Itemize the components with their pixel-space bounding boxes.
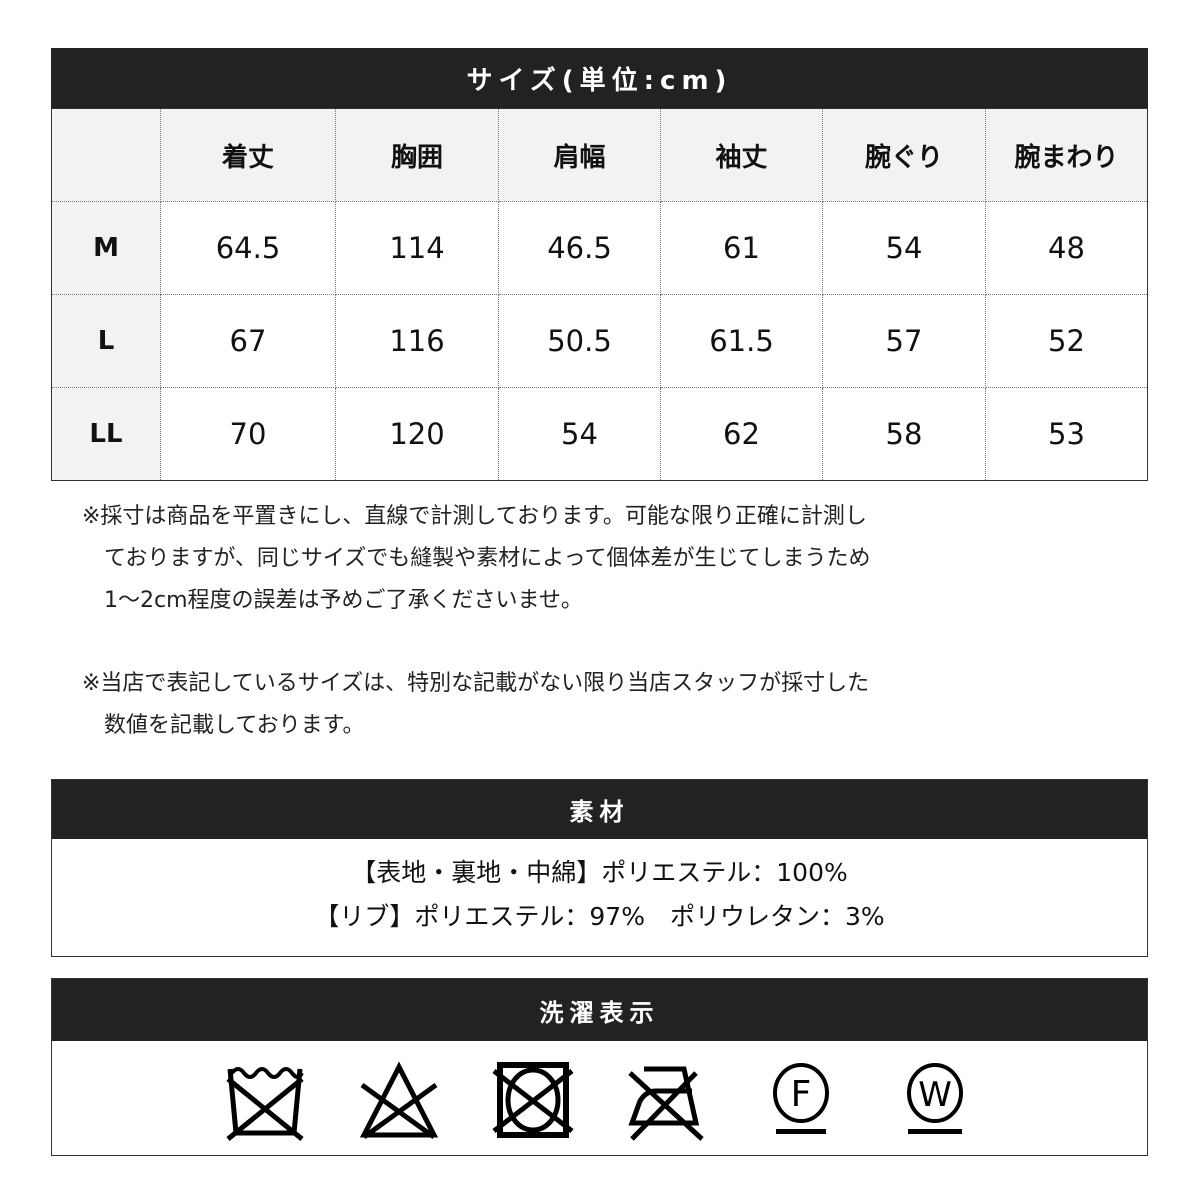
cell: 54 (822, 201, 986, 295)
header-cell: 着丈 (160, 108, 336, 202)
wet-clean-W-icon: W (906, 1063, 963, 1134)
header-cell (51, 108, 161, 202)
size-label: L (51, 294, 161, 388)
size-label: M (51, 201, 161, 295)
cell: 46.5 (498, 201, 661, 295)
cell: 52 (985, 294, 1148, 388)
no-tumble-dry-icon (491, 1062, 574, 1138)
note-line: 数値を記載しております。 (82, 713, 365, 738)
cell: 61 (660, 201, 823, 295)
measurement-note: ※採寸は商品を平置きにし、直線で計測しております。可能な限り正確に計測し ており… (82, 496, 870, 622)
note-line: 1～2cm程度の誤差は予めご了承くださいませ。 (82, 588, 583, 613)
header-cell: 腕まわり (985, 108, 1148, 202)
no-bleach-icon (359, 1061, 438, 1140)
header-cell: 腕ぐり (822, 108, 986, 202)
cell: 54 (498, 387, 661, 481)
cell: 67 (160, 294, 336, 388)
note-line: ておりますが、同じサイズでも縫製や素材によって個体差が生じてしまうため (82, 546, 871, 571)
cell: 116 (335, 294, 499, 388)
cell: 53 (985, 387, 1148, 481)
cell: 114 (335, 201, 499, 295)
table-row: M 64.5 114 46.5 61 54 48 (51, 201, 1148, 295)
header-cell: 肩幅 (498, 108, 661, 202)
size-label: LL (51, 387, 161, 481)
cell: 48 (985, 201, 1148, 295)
note-line: ※採寸は商品を平置きにし、直線で計測しております。可能な限り正確に計測し (82, 504, 867, 529)
no-iron-icon (627, 1066, 704, 1141)
table-row: L 67 116 50.5 61.5 57 52 (51, 294, 1148, 388)
size-table: 着丈 胸囲 肩幅 袖丈 腕ぐり 腕まわり M 64.5 114 46.5 61 … (51, 108, 1148, 481)
header-cell: 袖丈 (660, 108, 823, 202)
material-line: 【リブ】ポリエステル：97% ポリウレタン：3% (314, 902, 885, 931)
material-line: 【表地・裏地・中綿】ポリエステル：100% (351, 858, 848, 887)
cell: 58 (822, 387, 986, 481)
cell: 70 (160, 387, 336, 481)
material-section: 素材 【表地・裏地・中綿】ポリエステル：100% 【リブ】ポリエステル：97% … (51, 779, 1148, 957)
cell: 62 (660, 387, 823, 481)
table-header-row: 着丈 胸囲 肩幅 袖丈 腕ぐり 腕まわり (51, 108, 1148, 202)
care-section: 洗濯表示 F W (51, 978, 1148, 1156)
no-wash-icon (225, 1067, 304, 1141)
F-letter: F (790, 1074, 811, 1115)
cell: 64.5 (160, 201, 336, 295)
size-note: ※当店で表記しているサイズは、特別な記載がない限り当店スタッフが採寸した 数値を… (82, 663, 869, 747)
cell: 50.5 (498, 294, 661, 388)
size-title-bar: サイズ(単位:cm) (51, 48, 1148, 108)
cell: 57 (822, 294, 986, 388)
material-title: 素材 (52, 780, 1147, 839)
note-line: ※当店で表記しているサイズは、特別な記載がない限り当店スタッフが採寸した (82, 671, 870, 696)
dry-clean-F-icon: F (772, 1063, 829, 1134)
header-cell: 胸囲 (335, 108, 499, 202)
W-letter: W (918, 1075, 952, 1115)
cell: 120 (335, 387, 499, 481)
cell: 61.5 (660, 294, 823, 388)
table-row: LL 70 120 54 62 58 53 (51, 387, 1148, 481)
care-title: 洗濯表示 (52, 979, 1147, 1041)
